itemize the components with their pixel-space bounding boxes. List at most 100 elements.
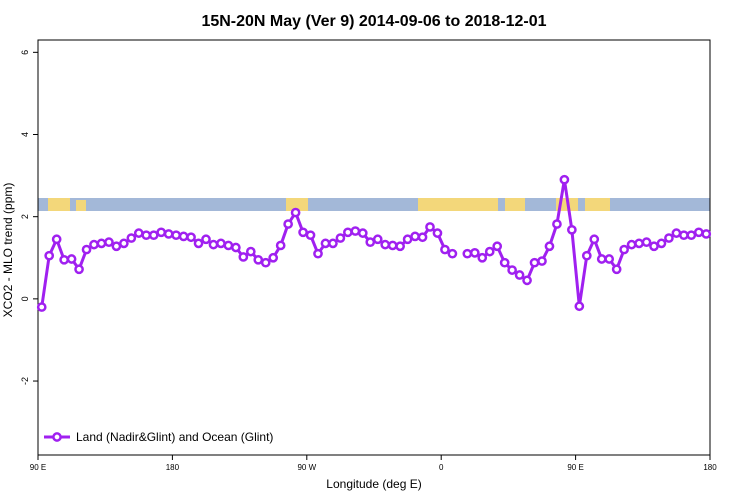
data-point [410, 231, 420, 242]
data-point [51, 234, 62, 245]
data-point [298, 227, 308, 238]
y-tick-label: 6 [20, 50, 30, 55]
data-point [649, 241, 659, 252]
data-point [290, 207, 301, 218]
x-tick-label: 0 [439, 463, 444, 472]
chart-title: 15N-20N May (Ver 9) 2014-09-06 to 2018-1… [201, 13, 546, 30]
data-point [462, 248, 473, 259]
y-tick-label: 0 [20, 296, 30, 301]
data-point [365, 237, 376, 248]
data-point [380, 239, 391, 250]
data-point [104, 237, 114, 248]
data-point [701, 229, 712, 239]
data-point [126, 233, 137, 243]
data-point [343, 227, 353, 238]
data-point [148, 230, 159, 241]
y-tick-label: 2 [20, 214, 30, 219]
data-point [484, 246, 495, 257]
data-point [529, 257, 540, 268]
data-point [447, 248, 458, 259]
data-point [492, 241, 503, 252]
data-point [619, 244, 629, 255]
x-tick-label: 90 E [567, 463, 583, 472]
data-point [499, 257, 510, 268]
data-point [507, 265, 517, 275]
data-point [89, 239, 99, 250]
map-strip [38, 198, 710, 211]
data-point [305, 230, 316, 241]
data-point [671, 228, 682, 238]
data-point [357, 228, 368, 238]
data-point [74, 264, 84, 275]
data-point [596, 254, 607, 264]
data-point [245, 246, 256, 257]
data-point [163, 229, 174, 239]
data-point [664, 233, 674, 243]
data-point [44, 250, 55, 261]
x-axis-label: Longitude (deg E) [326, 477, 421, 491]
data-point [59, 254, 69, 265]
data-point [201, 234, 211, 245]
data-point [268, 252, 279, 263]
data-point [522, 275, 532, 286]
data-point [469, 247, 480, 258]
data-point [231, 242, 241, 253]
data-point [141, 230, 152, 241]
data-point [641, 237, 652, 248]
data-point [604, 254, 615, 264]
data-point [283, 219, 293, 229]
data-point [223, 240, 234, 251]
data-point [111, 241, 122, 252]
data-point [395, 241, 405, 252]
data-point [402, 234, 413, 245]
data-point [679, 230, 689, 241]
data-point [574, 301, 585, 312]
data-point [193, 238, 204, 249]
plot-frame [37, 39, 711, 456]
data-point [253, 254, 264, 265]
data-point [626, 239, 637, 250]
data-point [328, 238, 338, 249]
data-point [156, 227, 167, 238]
data-point [387, 240, 398, 251]
data-point [171, 230, 181, 241]
data-point [417, 232, 428, 243]
y-axis-label: XCO2 - MLO trend (ppm) [1, 183, 15, 318]
data-point [178, 231, 189, 242]
y-tick-label: 4 [20, 132, 30, 137]
data-point [186, 232, 196, 243]
data-point [686, 230, 697, 241]
data-point [372, 234, 383, 245]
data-point [432, 228, 443, 238]
data-point [96, 238, 107, 249]
data-point [567, 224, 577, 235]
data-point [581, 250, 592, 261]
data-point [335, 233, 346, 243]
x-tick-label: 90 W [297, 463, 316, 472]
data-point [260, 257, 271, 268]
data-point [514, 270, 525, 280]
data-point [238, 252, 249, 262]
y-tick-label: -2 [20, 377, 30, 385]
data-point [477, 252, 488, 263]
data-point [693, 227, 704, 238]
data-point [66, 254, 77, 264]
data-point [544, 241, 555, 252]
data-point [133, 228, 144, 238]
data-point [216, 238, 226, 249]
data-point [36, 302, 47, 312]
data-point [552, 219, 562, 229]
x-tick-label: 180 [166, 463, 180, 472]
data-point [350, 226, 361, 236]
data-point [537, 256, 547, 266]
data-point [81, 244, 92, 255]
legend-label: Land (Nadir&Glint) and Ocean (Glint) [76, 430, 273, 444]
legend-marker [52, 432, 62, 442]
data-point [611, 264, 622, 275]
data-point [634, 238, 644, 249]
data-point [275, 240, 286, 251]
data-point [425, 222, 435, 232]
x-tick-label: 90 E [30, 463, 46, 472]
x-tick-label: 180 [703, 463, 717, 472]
